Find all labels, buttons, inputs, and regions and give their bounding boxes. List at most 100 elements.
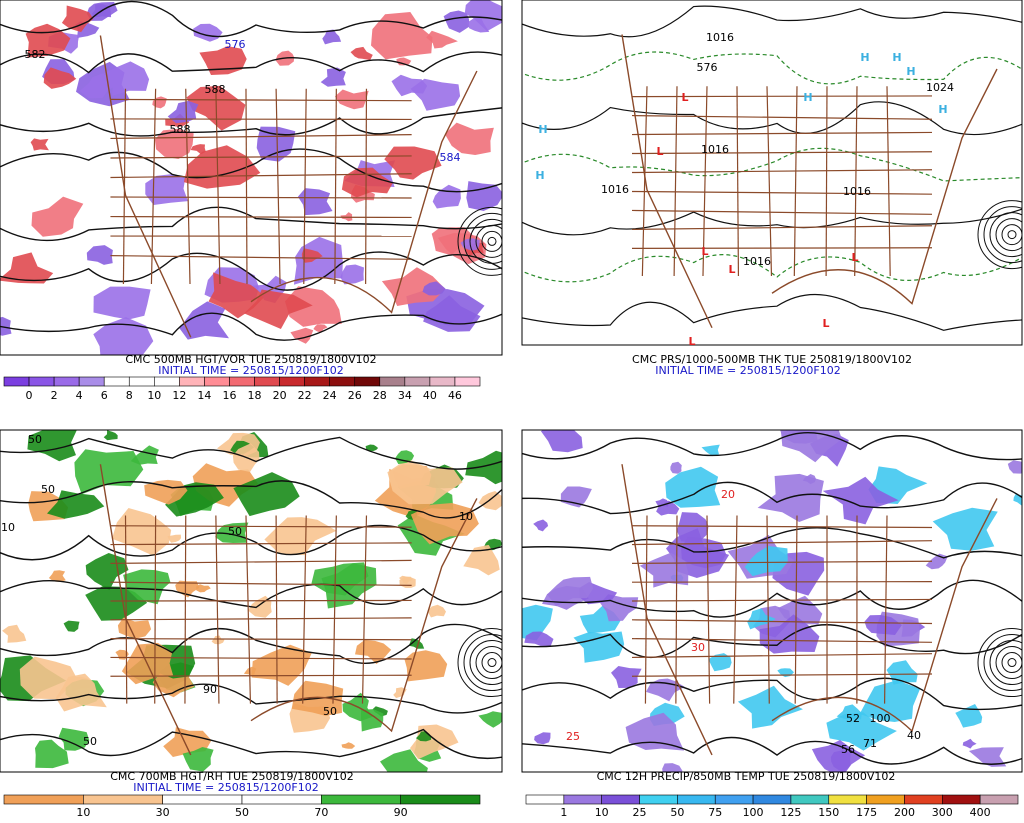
border-line (366, 89, 367, 284)
colorbar-label: 24 (323, 389, 337, 402)
colorbar-label: 0 (26, 389, 33, 402)
colorbar-label: 34 (398, 389, 412, 402)
border-line (632, 248, 932, 249)
map-label: 582 (25, 48, 46, 61)
map-label: 576 (697, 61, 718, 74)
colorbar-label: 200 (894, 806, 915, 819)
colorbar-swatch (229, 377, 254, 386)
colorbar-label: 14 (197, 389, 211, 402)
map-label: 90 (203, 683, 217, 696)
colorbar-swatch (204, 377, 229, 386)
colorbar-label: 10 (76, 806, 90, 819)
colorbar-swatch (677, 795, 715, 804)
colorbar-label: 90 (394, 806, 408, 819)
map-label: 584 (440, 151, 461, 164)
map-label: 52 (846, 712, 860, 725)
map-panel (512, 0, 1024, 345)
colorbar-label: 28 (373, 389, 387, 402)
colorbar-swatch (355, 377, 380, 386)
map-label: 1016 (706, 31, 734, 44)
map-content (502, 419, 1024, 780)
colorbar-swatch (942, 795, 980, 804)
colorbar-swatch (104, 377, 129, 386)
colorbar-swatch (904, 795, 942, 804)
colorbar-swatch (867, 795, 905, 804)
colorbar-label: 12 (172, 389, 186, 402)
colorbar-swatch (4, 377, 29, 386)
colorbar-label: 75 (708, 806, 722, 819)
colorbar-label: 22 (298, 389, 312, 402)
map-label: H (906, 65, 915, 78)
map-label: 588 (205, 83, 226, 96)
colorbar-label: 25 (633, 806, 647, 819)
colorbar-label: 1 (560, 806, 567, 819)
map-label: L (656, 145, 663, 158)
map-label: 100 (870, 712, 891, 725)
colorbar-swatch (753, 795, 791, 804)
map-label: 1016 (843, 185, 871, 198)
colorbar-swatch (83, 795, 162, 804)
colorbar-label: 150 (818, 806, 839, 819)
colorbar-label: 20 (273, 389, 287, 402)
colorbar-swatch (380, 377, 405, 386)
colorbar-swatch (4, 795, 83, 804)
colorbar-label: 175 (856, 806, 877, 819)
colorbar-swatch (455, 377, 480, 386)
colorbar-swatch (401, 795, 480, 804)
map-label: 10 (1, 521, 15, 534)
colorbar-label: 4 (76, 389, 83, 402)
colorbar-label: 125 (780, 806, 801, 819)
map-label: H (892, 51, 901, 64)
colorbar-label: 6 (101, 389, 108, 402)
map-content (0, 0, 526, 364)
colorbar-swatch (280, 377, 305, 386)
map-label: 40 (907, 729, 921, 742)
colorbar-label: 16 (222, 389, 236, 402)
colorbar-label: 26 (348, 389, 362, 402)
map-label: L (701, 245, 708, 258)
colorbar-swatch (602, 795, 640, 804)
colorbar-label: 50 (235, 806, 249, 819)
map-panel (502, 419, 1024, 780)
colorbar-swatch (179, 377, 204, 386)
colorbar-swatch (54, 377, 79, 386)
colorbar-label: 18 (248, 389, 262, 402)
map-label: L (851, 251, 858, 264)
colorbar-swatch (405, 377, 430, 386)
colorbar-swatch (129, 377, 154, 386)
colorbar-swatch (715, 795, 753, 804)
colorbar-swatch (640, 795, 678, 804)
map-label: 1016 (701, 143, 729, 156)
border-line (110, 600, 411, 601)
map-label: L (681, 91, 688, 104)
map-label: 588 (170, 123, 191, 136)
map-label: 25 (566, 730, 580, 743)
initial-time: INITIAL TIME = 250815/1200F102 (158, 364, 343, 377)
map-label: H (860, 51, 869, 64)
map-label: H (803, 91, 812, 104)
map-label: 1016 (743, 255, 771, 268)
colorbar-swatch (163, 795, 242, 804)
map-content (0, 421, 526, 782)
map-label: 50 (228, 525, 242, 538)
colorbar-swatch (242, 795, 321, 804)
colorbar-swatch (154, 377, 179, 386)
colorbar-label: 10 (147, 389, 161, 402)
colorbar-swatch (791, 795, 829, 804)
colorbar-label: 100 (743, 806, 764, 819)
colorbar-label: 40 (423, 389, 437, 402)
map-label: H (535, 169, 544, 182)
map-label: 576 (225, 38, 246, 51)
border-line (632, 582, 932, 583)
colorbar-label: 30 (156, 806, 170, 819)
map-label: 10 (459, 510, 473, 523)
initial-time: INITIAL TIME = 250815/1200F102 (655, 364, 840, 377)
colorbar-label: 10 (595, 806, 609, 819)
map-label: 20 (721, 488, 735, 501)
colorbar-swatch (321, 795, 400, 804)
colorbar-swatch (564, 795, 602, 804)
colorbar-swatch (430, 377, 455, 386)
map-label: 1016 (601, 183, 629, 196)
colorbar-swatch (255, 377, 280, 386)
